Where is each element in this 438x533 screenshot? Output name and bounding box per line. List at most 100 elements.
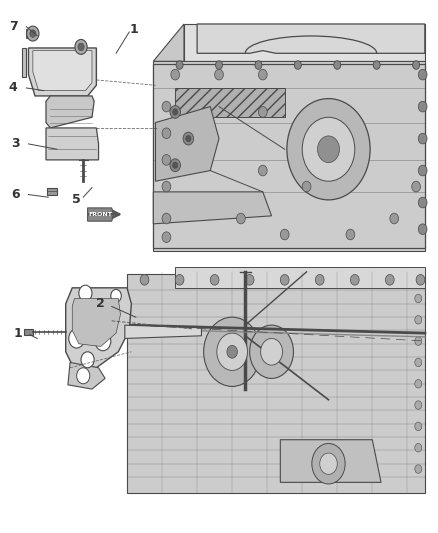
Circle shape (415, 358, 422, 367)
Polygon shape (47, 188, 57, 195)
Circle shape (75, 39, 87, 54)
Circle shape (162, 101, 171, 112)
Circle shape (30, 30, 36, 37)
Circle shape (215, 61, 223, 69)
Circle shape (416, 274, 425, 285)
Circle shape (287, 99, 370, 200)
Circle shape (77, 368, 90, 384)
Circle shape (95, 332, 111, 351)
Circle shape (415, 379, 422, 388)
Circle shape (162, 128, 171, 139)
Circle shape (173, 109, 178, 115)
Circle shape (215, 69, 223, 80)
Circle shape (210, 274, 219, 285)
Circle shape (418, 69, 427, 80)
Polygon shape (153, 61, 425, 251)
Circle shape (418, 224, 427, 235)
Circle shape (312, 443, 345, 484)
Circle shape (415, 401, 422, 409)
Circle shape (280, 274, 289, 285)
Circle shape (140, 274, 149, 285)
Circle shape (315, 274, 324, 285)
Circle shape (385, 274, 394, 285)
Circle shape (27, 26, 39, 41)
Text: 3: 3 (11, 138, 20, 150)
Circle shape (78, 43, 84, 51)
Circle shape (162, 181, 171, 192)
Circle shape (183, 132, 194, 145)
Polygon shape (125, 325, 201, 338)
Circle shape (217, 333, 247, 370)
Circle shape (79, 285, 92, 301)
Circle shape (415, 294, 422, 303)
Polygon shape (46, 96, 94, 128)
Circle shape (320, 453, 337, 474)
Circle shape (415, 422, 422, 431)
Circle shape (258, 69, 267, 80)
Circle shape (69, 329, 85, 348)
Circle shape (418, 101, 427, 112)
Circle shape (173, 162, 178, 168)
Polygon shape (175, 266, 425, 288)
Circle shape (418, 197, 427, 208)
Polygon shape (184, 24, 425, 61)
Circle shape (318, 136, 339, 163)
Circle shape (418, 165, 427, 176)
Circle shape (346, 229, 355, 240)
Circle shape (415, 443, 422, 452)
Circle shape (334, 61, 341, 69)
Circle shape (175, 274, 184, 285)
Circle shape (81, 352, 94, 368)
Circle shape (280, 229, 289, 240)
Circle shape (415, 316, 422, 324)
Circle shape (170, 159, 180, 172)
Circle shape (258, 107, 267, 117)
Circle shape (171, 69, 180, 80)
Circle shape (245, 274, 254, 285)
Circle shape (170, 106, 180, 118)
Circle shape (302, 117, 355, 181)
Circle shape (227, 345, 237, 358)
Polygon shape (127, 274, 425, 493)
Circle shape (162, 155, 171, 165)
Circle shape (390, 213, 399, 224)
Circle shape (412, 181, 420, 192)
Polygon shape (24, 329, 33, 335)
Circle shape (415, 465, 422, 473)
Circle shape (261, 338, 283, 365)
Circle shape (237, 213, 245, 224)
Text: 5: 5 (72, 193, 81, 206)
Polygon shape (46, 128, 99, 160)
Circle shape (294, 61, 301, 69)
Circle shape (258, 165, 267, 176)
Text: FRONT: FRONT (88, 212, 112, 217)
Polygon shape (28, 48, 96, 96)
Circle shape (186, 135, 191, 142)
Polygon shape (153, 192, 272, 224)
Circle shape (255, 61, 262, 69)
Circle shape (350, 274, 359, 285)
Circle shape (176, 61, 183, 69)
Circle shape (204, 317, 261, 386)
Circle shape (413, 61, 420, 69)
Polygon shape (280, 440, 381, 482)
Circle shape (418, 133, 427, 144)
Polygon shape (66, 288, 131, 368)
Circle shape (162, 232, 171, 243)
Circle shape (111, 289, 121, 302)
Text: 1: 1 (129, 23, 138, 36)
Polygon shape (153, 24, 184, 61)
Polygon shape (72, 298, 120, 346)
Text: 6: 6 (11, 188, 20, 201)
Polygon shape (88, 208, 114, 221)
Circle shape (415, 337, 422, 345)
Polygon shape (175, 88, 285, 117)
Text: 2: 2 (96, 297, 105, 310)
Text: 7: 7 (9, 20, 18, 33)
Polygon shape (153, 64, 425, 248)
Text: 1: 1 (13, 327, 22, 340)
Circle shape (250, 325, 293, 378)
Polygon shape (155, 107, 219, 181)
Circle shape (373, 61, 380, 69)
Circle shape (302, 181, 311, 192)
